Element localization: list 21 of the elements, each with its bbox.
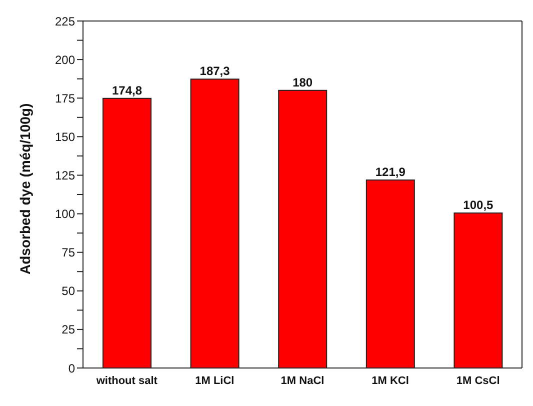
data-label: 187,3 <box>200 64 230 78</box>
data-label: 121,9 <box>375 165 406 180</box>
x-tick-label: 1M NaCl <box>280 374 324 387</box>
x-tick-label: 1M LiCl <box>195 374 234 387</box>
y-tick-label: 175 <box>54 91 76 106</box>
y-tick-label: 50 <box>62 284 76 298</box>
y-tick-label: 125 <box>54 168 76 182</box>
data-label: 174,8 <box>112 83 142 98</box>
y-tick-label: 0 <box>68 361 76 376</box>
data-label: 100,5 <box>463 198 494 212</box>
x-tick-label: 1M CsCl <box>456 374 500 387</box>
x-tick-label: without salt <box>95 374 158 387</box>
data-label: 180 <box>292 75 313 90</box>
x-tick-label: 1M KCl <box>372 374 409 387</box>
y-tick-label: 150 <box>54 130 76 144</box>
y-tick-label: 25 <box>62 322 76 337</box>
y-tick-label: 75 <box>62 246 76 260</box>
y-tick-label: 200 <box>54 52 76 67</box>
y-axis-title: Adsorbed dye (méq/100g) <box>16 103 33 274</box>
y-tick-label: 100 <box>54 207 76 222</box>
y-tick-label: 225 <box>54 14 76 28</box>
